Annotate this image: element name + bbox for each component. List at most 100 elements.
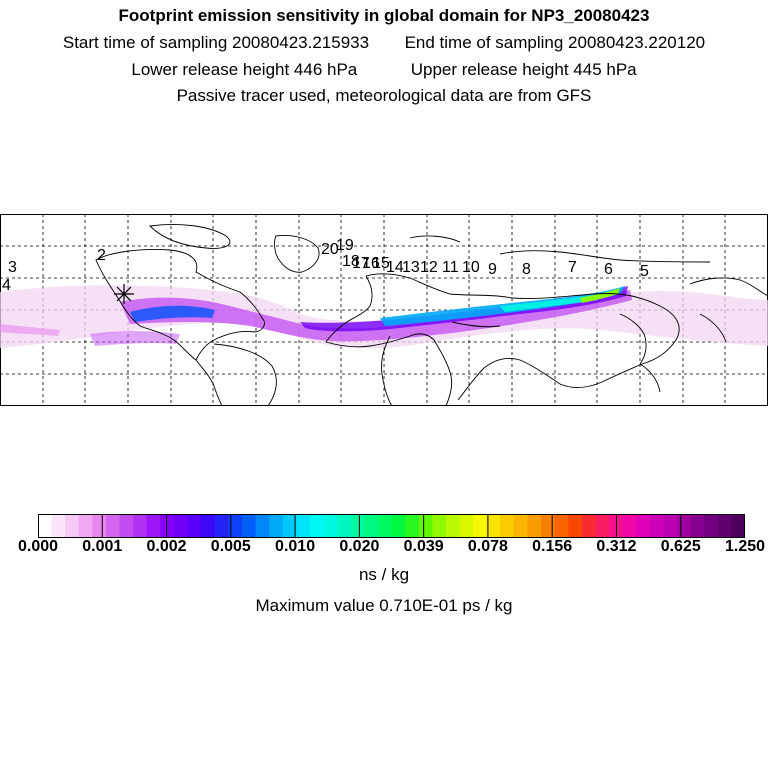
colorbar-cell bbox=[554, 514, 569, 538]
day-label: 17 bbox=[352, 255, 370, 272]
colorbar-tick-label: 0.020 bbox=[339, 538, 380, 555]
plot-title: Footprint emission sensitivity in global… bbox=[118, 6, 650, 25]
colorbar-cell bbox=[92, 514, 107, 538]
colorbar-tick-label: 0.625 bbox=[660, 538, 701, 555]
colorbar-tick-label: 0.156 bbox=[532, 538, 573, 555]
colorbar-tick-label: 0.002 bbox=[146, 538, 187, 555]
colorbar-cell bbox=[636, 514, 651, 538]
colorbar-cell bbox=[282, 514, 297, 538]
colorbar-tick-label: 0.039 bbox=[403, 538, 444, 555]
colorbar-cell bbox=[38, 514, 53, 538]
day-label: 16 bbox=[362, 255, 380, 272]
colorbar-cell bbox=[201, 514, 216, 538]
day-label: 10 bbox=[462, 259, 480, 276]
colorbar-cell bbox=[51, 514, 66, 538]
release-point-star bbox=[114, 284, 134, 304]
day-label: 11 bbox=[442, 259, 459, 276]
colorbar-cell bbox=[473, 514, 488, 538]
colorbar-cell bbox=[690, 514, 705, 538]
colorbar-cell bbox=[445, 514, 461, 538]
day-label: 12 bbox=[420, 259, 438, 276]
colorbar-cell bbox=[269, 514, 284, 538]
colorbar-tick-label: 0.005 bbox=[210, 538, 251, 555]
day-label: 2 bbox=[97, 247, 106, 264]
colorbar-cell bbox=[663, 514, 678, 538]
colorbar-cell bbox=[649, 514, 665, 538]
day-label: 5 bbox=[640, 263, 649, 280]
day-label: 19 bbox=[336, 237, 354, 254]
colorbar-cell bbox=[595, 514, 610, 538]
colorbar-cell bbox=[133, 514, 148, 538]
colorbar-tick-label: 0.312 bbox=[596, 538, 637, 555]
colorbar-cell bbox=[677, 514, 692, 538]
colorbar-cell bbox=[105, 514, 121, 538]
colorbar-cell bbox=[337, 514, 352, 538]
colorbar-cell bbox=[704, 514, 719, 538]
colorbar-cell bbox=[541, 514, 556, 538]
day-label: 18 bbox=[342, 253, 360, 270]
colorbar-cell bbox=[187, 514, 202, 538]
colorbar-cell bbox=[228, 514, 243, 538]
release-heights: Lower release height 446 hPa Upper relea… bbox=[0, 60, 768, 80]
colorbar-cell bbox=[309, 514, 325, 538]
colorbar-cell bbox=[717, 514, 733, 538]
day-label: 8 bbox=[522, 261, 531, 278]
colorbar-cell bbox=[581, 514, 597, 538]
day-label: 6 bbox=[604, 261, 613, 278]
colorbar-cell bbox=[459, 514, 474, 538]
colorbar-cell bbox=[119, 514, 134, 538]
day-label: 20 bbox=[321, 241, 339, 258]
colorbar-units: ns / kg bbox=[358, 565, 410, 584]
tracer-note: Passive tracer used, meteorological data… bbox=[176, 86, 592, 105]
colorbar-cell bbox=[527, 514, 542, 538]
colorbar-cell bbox=[432, 514, 447, 538]
colorbar-frame bbox=[38, 514, 745, 538]
colorbar-cell bbox=[500, 514, 515, 538]
day-label: 15 bbox=[372, 255, 390, 272]
colorbar-cell bbox=[622, 514, 637, 538]
colorbar-cell bbox=[391, 514, 406, 538]
day-label: 13 bbox=[402, 259, 420, 276]
colorbar-cell bbox=[364, 514, 379, 538]
colorbar-tick-label: 0.010 bbox=[275, 538, 316, 555]
colorbar-cell bbox=[350, 514, 365, 538]
colorbar-cell bbox=[255, 514, 270, 538]
colorbar-cell bbox=[146, 514, 161, 538]
colorbar-cell bbox=[568, 514, 583, 538]
colorbar-cell bbox=[160, 514, 175, 538]
colorbar-cell bbox=[214, 514, 229, 538]
colorbar-tick-label: 0.078 bbox=[467, 538, 508, 555]
start-sampling-label: Start time of sampling 20080423.215933 bbox=[62, 33, 370, 52]
day-label: 3 bbox=[8, 259, 17, 276]
colorbar bbox=[38, 514, 745, 538]
colorbar-cell bbox=[323, 514, 338, 538]
day-label: 7 bbox=[568, 259, 577, 276]
colorbar-cell bbox=[405, 514, 420, 538]
colorbar-cell bbox=[65, 514, 80, 538]
colorbar-cell bbox=[513, 514, 529, 538]
colorbar-cell bbox=[377, 514, 393, 538]
colorbar-tick-label: 0.000 bbox=[17, 538, 59, 555]
colorbar-cell bbox=[78, 514, 93, 538]
colorbar-cell bbox=[418, 514, 433, 538]
colorbar-cell bbox=[296, 514, 311, 538]
colorbar-tick-label: 1.250 bbox=[724, 538, 766, 555]
upper-release-label: Upper release height 445 hPa bbox=[410, 60, 637, 79]
sampling-times: Start time of sampling 20080423.215933 E… bbox=[0, 33, 768, 53]
colorbar-cell bbox=[173, 514, 189, 538]
sensitivity-plume bbox=[0, 285, 768, 349]
day-label: 4 bbox=[2, 277, 11, 294]
colorbar-cell bbox=[731, 514, 745, 538]
colorbar-cell bbox=[486, 514, 501, 538]
colorbar-cell bbox=[241, 514, 257, 538]
coastlines bbox=[95, 224, 768, 406]
maximum-value-label: Maximum value 0.710E-01 ps / kg bbox=[255, 596, 513, 615]
day-label: 14 bbox=[386, 259, 404, 276]
colorbar-tick-labels: 0.000 0.001 0.002 0.005 0.010 0.020 0.039 0.078… bbox=[0, 538, 768, 560]
colorbar-cells bbox=[38, 514, 745, 538]
day-label: 9 bbox=[488, 261, 497, 278]
colorbar-tick-label: 0.001 bbox=[82, 538, 123, 555]
end-sampling-label: End time of sampling 20080423.220120 bbox=[404, 33, 706, 52]
